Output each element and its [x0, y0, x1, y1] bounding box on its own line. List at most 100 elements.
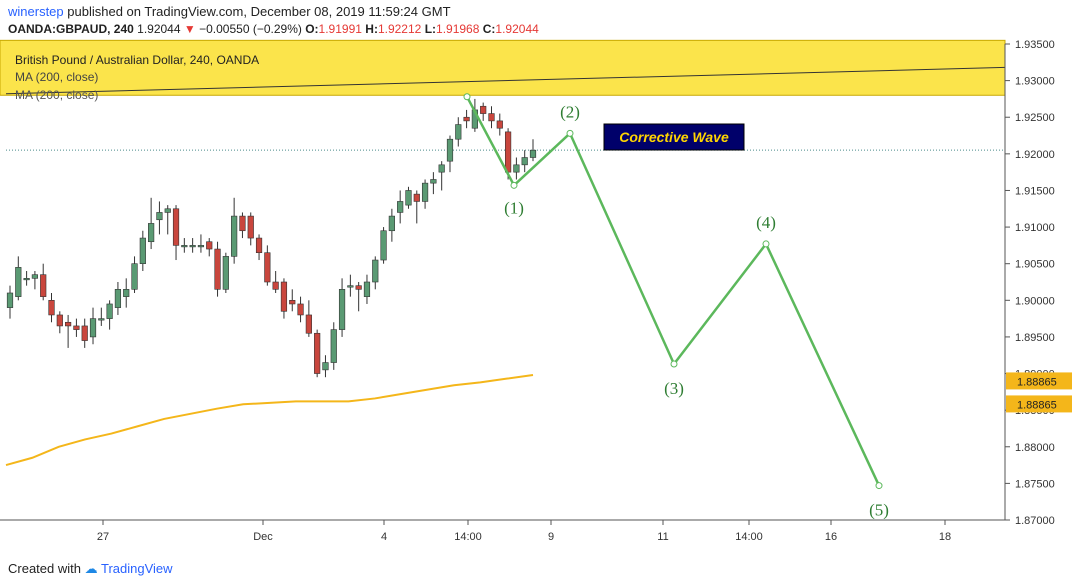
price-badge: 1.88865: [1006, 372, 1072, 390]
candle-body: [31, 274, 39, 279]
x-tick-label: 18: [939, 531, 951, 543]
candle-body: [463, 116, 470, 122]
candle-body: [131, 263, 138, 290]
y-tick-label: 1.89500: [1015, 332, 1055, 344]
y-tick-label: 1.87000: [1015, 515, 1055, 527]
wave-label: (2): [560, 102, 580, 121]
candle-body: [231, 215, 238, 257]
candle-body: [164, 208, 171, 213]
candle-body: [247, 215, 254, 239]
x-tick-label: 14:00: [735, 531, 763, 543]
candle-body: [106, 303, 113, 319]
candle-body: [15, 267, 22, 297]
candle-body: [322, 362, 329, 371]
low-value: 1.91968: [436, 22, 480, 36]
x-tick-label: 11: [657, 531, 668, 543]
open-value: 1.91991: [318, 22, 362, 36]
candle-body: [139, 237, 146, 264]
created-with-text: Created with: [8, 561, 81, 576]
y-tick-label: 1.90000: [1015, 295, 1055, 307]
candle-body: [73, 325, 80, 330]
price-badge-label: 1.88865: [1017, 399, 1057, 411]
x-tick-label: 4: [381, 531, 387, 543]
candle-body: [40, 274, 47, 297]
wave-label: (5): [869, 501, 889, 520]
candle-body: [455, 124, 462, 140]
wave-point[interactable]: [875, 482, 883, 490]
y-tick-label: 1.92500: [1015, 112, 1055, 124]
open-label: O:: [305, 22, 319, 36]
candle-body: [214, 248, 221, 290]
tradingview-link[interactable]: TradingView: [101, 561, 173, 576]
trendline[interactable]: [5, 66, 1006, 95]
down-arrow-icon: ▼: [183, 22, 196, 36]
resistance-zone: [0, 39, 1006, 96]
candle-body: [338, 289, 346, 330]
candle-body: [222, 256, 229, 290]
wave-path[interactable]: [465, 96, 881, 487]
legend-title: British Pound / Australian Dollar, 240, …: [15, 53, 259, 67]
candle-body: [388, 215, 395, 232]
y-tick-label: 1.90500: [1015, 259, 1055, 271]
candle-body: [6, 292, 14, 308]
candle-body: [181, 245, 188, 248]
y-tick-label: 1.93000: [1015, 76, 1055, 88]
candle-body: [289, 300, 296, 305]
wave-label: (4): [756, 213, 776, 232]
last-price: 1.92044: [137, 22, 181, 36]
corrective-wave-annotation: Corrective Wave: [603, 123, 745, 151]
high-value: 1.92212: [377, 22, 422, 36]
symbol-header: OANDA:GBPAUD, 240 1.92044 ▼ −0.00550 (−0…: [8, 22, 539, 36]
candle-body: [272, 281, 279, 290]
low-label: L:: [424, 22, 437, 36]
y-tick-label: 1.93500: [1015, 39, 1055, 51]
wave-point[interactable]: [670, 360, 678, 368]
candle-body: [264, 252, 271, 283]
candle-body: [48, 300, 55, 316]
candle-body: [397, 201, 404, 213]
x-tick-label: 14:00: [454, 531, 482, 543]
wave-label: (3): [664, 379, 684, 398]
candle-body: [189, 245, 196, 248]
x-tick-label: Dec: [253, 531, 273, 543]
wave-point[interactable]: [762, 240, 770, 248]
candle-body: [197, 245, 205, 248]
wave-point[interactable]: [566, 129, 574, 137]
candle-body: [430, 179, 437, 184]
candle-body: [496, 120, 503, 129]
price-badge-label: 1.88865: [1017, 376, 1057, 388]
candle-body: [206, 241, 213, 250]
y-tick-label: 1.92000: [1015, 149, 1055, 161]
candle-body: [81, 325, 88, 341]
tradingview-logo-icon: ☁: [84, 561, 98, 576]
candle-body: [405, 190, 412, 206]
candle-body: [488, 113, 495, 122]
symbol-label: OANDA:GBPAUD, 240: [8, 22, 134, 36]
candle-body: [172, 208, 180, 246]
close-label: C:: [482, 22, 496, 36]
candle-body: [148, 223, 155, 243]
price-badge: 1.88865: [1006, 395, 1072, 413]
candle-body: [513, 164, 520, 173]
legend-ma-1: MA (200, close): [15, 70, 98, 84]
candle-body: [98, 318, 105, 321]
published-text: published on TradingView.com, December 0…: [67, 4, 451, 19]
wave-label: (1): [504, 198, 524, 217]
price-badge-bg: [1006, 395, 1072, 413]
candle-body: [305, 314, 312, 334]
candle-body: [123, 289, 130, 297]
candle-body: [65, 321, 72, 327]
y-tick-label: 1.91500: [1015, 185, 1055, 197]
candle-body: [363, 281, 371, 297]
wave-point[interactable]: [463, 93, 471, 101]
wave-point[interactable]: [510, 181, 518, 189]
candle-body: [480, 105, 487, 114]
price-badge-bg: [1006, 372, 1072, 390]
price-change: −0.00550 (−0.29%): [199, 22, 302, 36]
candle-body: [314, 332, 321, 374]
candle-body: [413, 193, 420, 202]
footer: Created with ☁ TradingView: [8, 561, 173, 577]
candle-body: [156, 212, 163, 221]
author-link[interactable]: winerstep: [8, 4, 64, 19]
